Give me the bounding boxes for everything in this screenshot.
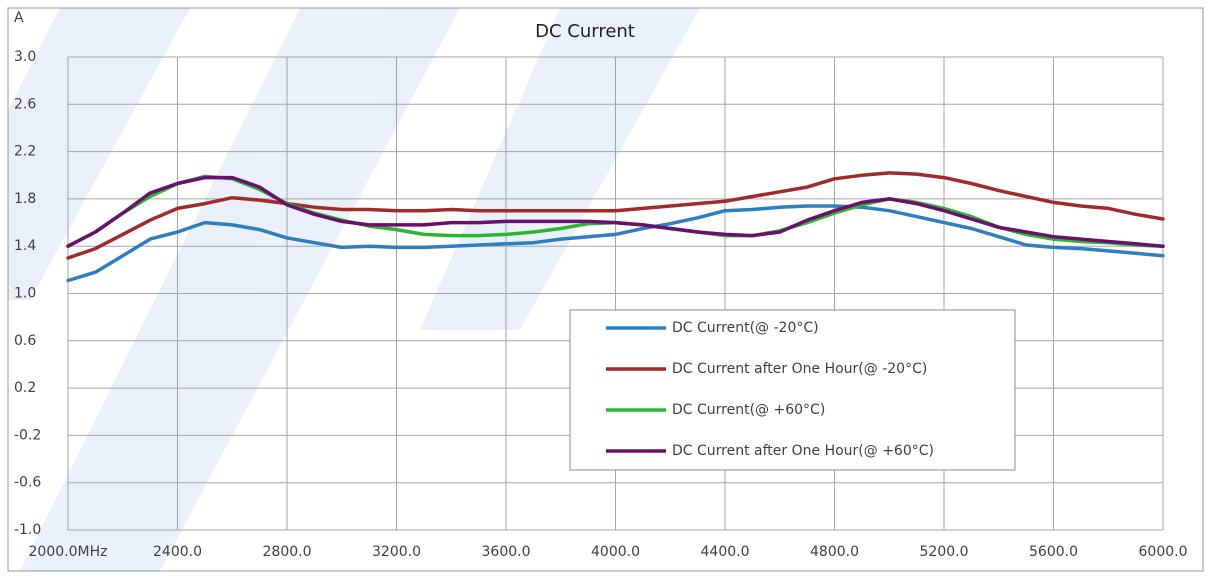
y-tick-label: -1.0: [14, 522, 41, 538]
y-tick-label: 1.8: [14, 191, 36, 207]
y-tick-label: 0.6: [14, 333, 36, 349]
x-tick-label: 4400.0: [701, 544, 750, 560]
series-line: [66, 204, 1165, 283]
x-tick-label: 5600.0: [1029, 544, 1078, 560]
x-tick-label: 6000.0: [1139, 544, 1188, 560]
x-tick-label: 5200.0: [920, 544, 969, 560]
legend-label: DC Current after One Hour(@ -20°C): [672, 361, 927, 377]
y-tick-label: 2.6: [14, 96, 36, 112]
y-tick-label: 2.2: [14, 144, 36, 160]
x-tick-label: 3600.0: [482, 544, 531, 560]
y-tick-label: -0.2: [14, 427, 41, 443]
legend-label: DC Current(@ -20°C): [672, 320, 819, 336]
legend-label: DC Current after One Hour(@ +60°C): [672, 443, 934, 459]
y-tick-label: 3.0: [14, 49, 36, 65]
y-tick-label: 1.4: [14, 238, 36, 254]
chart-title: DC Current: [535, 21, 635, 42]
x-tick-label: 4000.0: [591, 544, 640, 560]
x-tick-label: 4800.0: [810, 544, 859, 560]
chart-frame: [7, 7, 1204, 572]
y-tick-label: -0.6: [14, 475, 41, 491]
series-line: [66, 171, 1165, 260]
x-tick-label: 2800.0: [263, 544, 312, 560]
x-tick-label: 2400.0: [153, 544, 202, 560]
legend-label: DC Current(@ +60°C): [672, 402, 825, 418]
y-tick-label: 1.0: [14, 286, 36, 302]
y-tick-label: 0.2: [14, 380, 36, 396]
series-line: [66, 175, 1165, 248]
watermark: [8, 8, 700, 571]
x-tick-label: 3200.0: [372, 544, 421, 560]
x-tick-label: 2000.0MHz: [29, 544, 108, 560]
y-axis-label: A: [14, 10, 24, 26]
legend: [569, 309, 1016, 471]
